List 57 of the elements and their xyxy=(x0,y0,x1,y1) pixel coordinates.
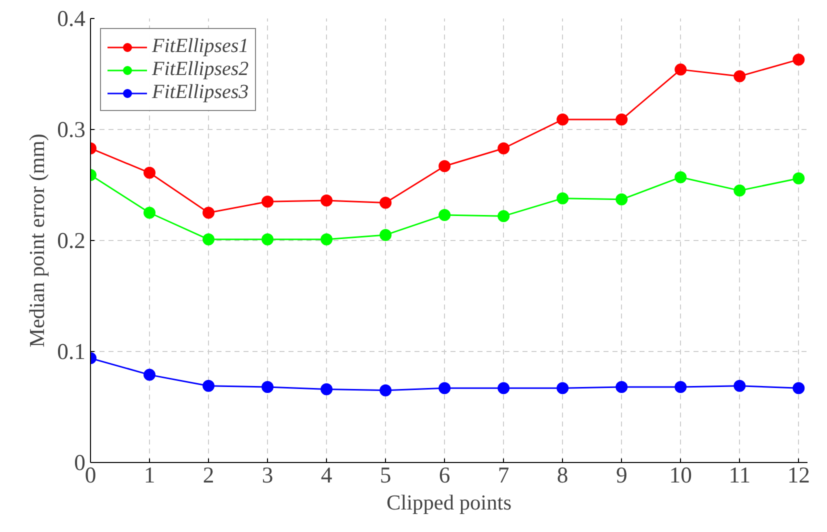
point xyxy=(556,114,569,126)
x-tick-label: 8 xyxy=(556,462,568,488)
x-tick-label: 9 xyxy=(616,462,628,488)
point xyxy=(262,196,274,208)
point xyxy=(792,54,805,66)
x-tick-label: 4 xyxy=(320,462,332,488)
point xyxy=(498,210,510,222)
legend-label: FitEllipses3 xyxy=(152,81,249,104)
point xyxy=(734,70,746,82)
y-tick-label: 0.3 xyxy=(57,117,86,142)
point xyxy=(616,114,628,126)
x-axis-title: Clipped points xyxy=(386,490,512,514)
x-tick-label: 2 xyxy=(202,462,214,488)
legend-label: FitEllipses2 xyxy=(152,58,249,81)
x-tick-label: 11 xyxy=(728,462,751,488)
point xyxy=(262,381,274,394)
point xyxy=(674,171,687,184)
x-tick-label: 5 xyxy=(380,462,392,488)
point xyxy=(202,233,215,246)
point xyxy=(380,384,392,396)
point xyxy=(792,172,805,184)
x-tick-label: 7 xyxy=(498,462,510,488)
x-tick-label: 6 xyxy=(438,462,450,488)
y-tick-label: 0.2 xyxy=(57,228,86,253)
point xyxy=(556,382,569,394)
point xyxy=(438,208,451,221)
point xyxy=(202,380,215,392)
point xyxy=(674,64,687,76)
x-tick-label: 3 xyxy=(262,462,274,488)
point xyxy=(616,381,628,394)
point xyxy=(144,166,156,179)
point xyxy=(616,193,628,206)
point xyxy=(380,196,392,209)
point xyxy=(792,382,805,394)
x-tick-label: 10 xyxy=(669,462,692,488)
point xyxy=(556,192,569,204)
point xyxy=(674,381,687,394)
point xyxy=(202,206,215,219)
point xyxy=(498,382,510,394)
legend-label: FitEllipses1 xyxy=(152,35,249,58)
point xyxy=(438,160,451,172)
y-tick-label: 0.4 xyxy=(57,6,86,31)
point xyxy=(734,380,746,392)
point xyxy=(320,194,333,207)
point xyxy=(144,368,156,381)
point xyxy=(320,233,333,246)
point xyxy=(320,383,333,396)
x-tick-label: 1 xyxy=(144,462,156,488)
point xyxy=(438,382,451,394)
y-tick-label: 0.1 xyxy=(57,339,86,364)
x-tick-label: 12 xyxy=(787,462,810,488)
y-axis-title: Median point error (mm) xyxy=(25,134,50,348)
point xyxy=(498,142,510,154)
point xyxy=(262,233,274,246)
point xyxy=(380,228,392,241)
point xyxy=(734,184,746,197)
point xyxy=(144,206,156,219)
